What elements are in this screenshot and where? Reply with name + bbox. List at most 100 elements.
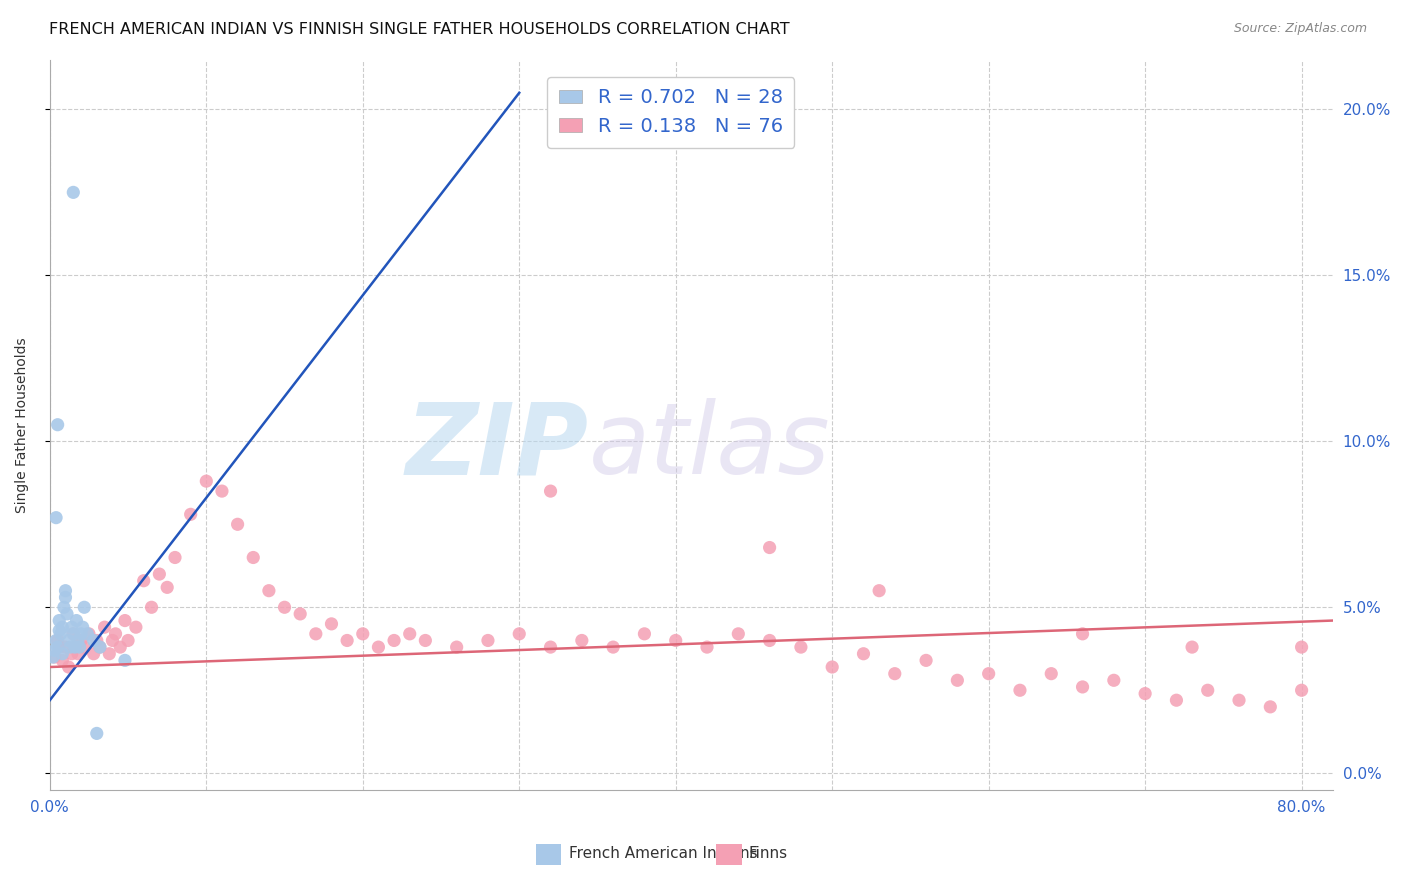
Text: atlas: atlas [589, 398, 831, 495]
Point [114, 653, 136, 667]
Point [44, 650, 66, 665]
Point [257, 583, 280, 598]
Point [45, 510, 67, 524]
Point [1258, 699, 1281, 714]
Point [69, 640, 91, 654]
Point [132, 574, 155, 588]
Point [602, 640, 624, 654]
Point [42, 650, 65, 665]
Point [66, 633, 89, 648]
Point [727, 627, 749, 641]
Point [46, 417, 69, 432]
Point [540, 640, 562, 654]
Point [63, 640, 86, 654]
Point [83, 633, 105, 648]
Point [46, 633, 69, 648]
Point [66, 647, 89, 661]
Text: Finns: Finns [749, 847, 787, 861]
Point [83, 647, 105, 661]
Point [58, 633, 80, 648]
Point [65, 614, 87, 628]
Point [48, 614, 70, 628]
Point [1071, 627, 1094, 641]
Y-axis label: Single Father Households: Single Father Households [15, 337, 30, 513]
Point [56, 607, 79, 621]
Point [665, 633, 688, 648]
Point [48, 640, 70, 654]
Point [46, 640, 69, 654]
Point [477, 633, 499, 648]
Point [48, 624, 70, 638]
Point [89, 640, 111, 654]
Point [163, 550, 186, 565]
Point [1197, 683, 1219, 698]
Point [86, 633, 108, 648]
Point [633, 627, 655, 641]
Legend: R = 0.702   N = 28, R = 0.138   N = 76: R = 0.702 N = 28, R = 0.138 N = 76 [547, 77, 794, 148]
Point [51, 653, 73, 667]
Point [273, 600, 295, 615]
Text: FRENCH AMERICAN INDIAN VS FINNISH SINGLE FATHER HOUSEHOLDS CORRELATION CHART: FRENCH AMERICAN INDIAN VS FINNISH SINGLE… [49, 22, 790, 37]
Point [125, 620, 148, 634]
Point [540, 484, 562, 499]
Point [55, 583, 77, 598]
Point [117, 633, 139, 648]
Text: French American Indians: French American Indians [568, 847, 758, 861]
Point [114, 614, 136, 628]
Point [868, 583, 890, 598]
Point [195, 474, 218, 488]
Point [44, 643, 66, 657]
Point [1071, 680, 1094, 694]
Point [1181, 640, 1204, 654]
Point [571, 633, 593, 648]
Point [76, 627, 98, 641]
Point [915, 653, 938, 667]
Point [72, 620, 94, 634]
Point [55, 640, 77, 654]
Point [58, 660, 80, 674]
Point [321, 616, 343, 631]
Point [946, 673, 969, 688]
Point [51, 647, 73, 661]
Point [211, 484, 233, 499]
Point [1102, 673, 1125, 688]
Point [1133, 687, 1156, 701]
Point [290, 607, 312, 621]
Point [1008, 683, 1031, 698]
Point [63, 640, 86, 654]
Point [98, 647, 121, 661]
Point [180, 508, 202, 522]
Point [1166, 693, 1188, 707]
Point [101, 633, 124, 648]
Text: Source: ZipAtlas.com: Source: ZipAtlas.com [1233, 22, 1367, 36]
Point [508, 627, 530, 641]
Point [86, 726, 108, 740]
Point [758, 633, 780, 648]
Point [415, 633, 437, 648]
Point [59, 640, 82, 654]
Point [77, 627, 100, 641]
Point [89, 640, 111, 654]
Point [446, 640, 468, 654]
Point [790, 640, 813, 654]
Point [70, 627, 93, 641]
Point [821, 660, 844, 674]
Point [73, 600, 96, 615]
Point [1291, 640, 1313, 654]
Point [70, 633, 93, 648]
Point [1291, 683, 1313, 698]
Point [398, 627, 420, 641]
Point [852, 647, 875, 661]
Point [883, 666, 905, 681]
Point [60, 620, 83, 634]
Point [49, 627, 72, 641]
Point [758, 541, 780, 555]
Point [110, 640, 132, 654]
Point [242, 550, 264, 565]
Point [93, 620, 115, 634]
Point [352, 627, 374, 641]
Point [336, 633, 359, 648]
Point [977, 666, 1000, 681]
Point [62, 627, 84, 641]
Point [62, 627, 84, 641]
